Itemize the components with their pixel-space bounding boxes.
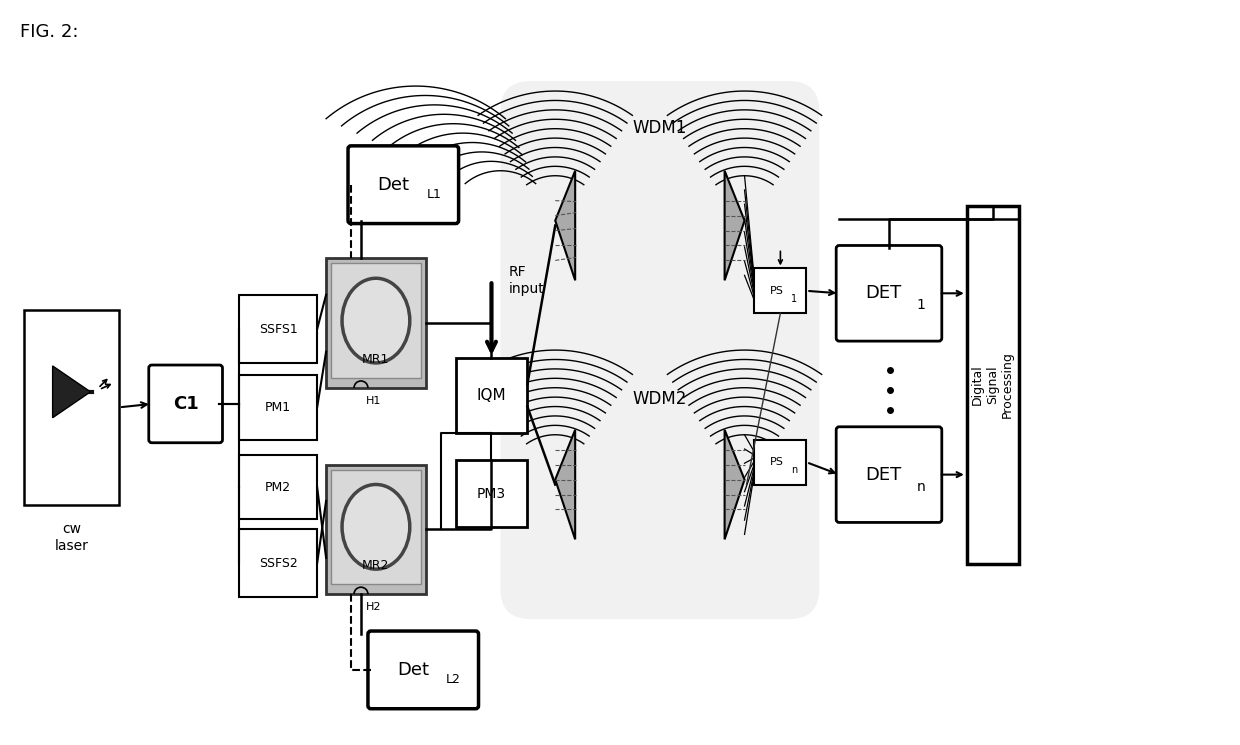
FancyBboxPatch shape [348, 146, 459, 224]
Text: FIG. 2:: FIG. 2: [20, 23, 79, 41]
Text: SSFS1: SSFS1 [259, 323, 298, 336]
Text: cw
laser: cw laser [55, 522, 88, 553]
Polygon shape [556, 430, 575, 539]
FancyBboxPatch shape [754, 440, 806, 484]
Text: WDM2: WDM2 [632, 390, 687, 408]
FancyBboxPatch shape [239, 530, 317, 597]
Polygon shape [52, 366, 91, 418]
FancyBboxPatch shape [149, 365, 222, 443]
Text: MR2: MR2 [362, 559, 389, 572]
Text: n: n [791, 465, 797, 475]
FancyBboxPatch shape [326, 465, 425, 595]
FancyBboxPatch shape [331, 469, 420, 584]
Polygon shape [556, 171, 575, 280]
Text: IQM: IQM [476, 388, 506, 403]
Ellipse shape [342, 484, 409, 569]
Text: Digital
Signal
Processing: Digital Signal Processing [971, 352, 1014, 419]
FancyBboxPatch shape [331, 264, 420, 378]
FancyBboxPatch shape [368, 631, 479, 708]
Text: 1: 1 [916, 298, 925, 312]
FancyBboxPatch shape [754, 268, 806, 313]
Text: Det: Det [377, 176, 409, 194]
FancyBboxPatch shape [239, 375, 317, 440]
Text: DET: DET [864, 466, 901, 484]
Text: PM1: PM1 [265, 401, 291, 414]
Text: WDM1: WDM1 [632, 119, 687, 137]
Text: L2: L2 [446, 673, 461, 686]
FancyBboxPatch shape [239, 454, 317, 519]
Text: PS: PS [770, 457, 784, 467]
Text: PM3: PM3 [477, 486, 506, 501]
Text: Det: Det [397, 661, 429, 679]
Text: n: n [916, 480, 925, 494]
Text: RF
input: RF input [508, 265, 544, 296]
Text: DET: DET [864, 285, 901, 302]
Ellipse shape [342, 278, 409, 363]
FancyBboxPatch shape [326, 259, 425, 388]
Text: H1: H1 [366, 396, 382, 406]
Text: 1: 1 [791, 294, 797, 304]
Text: L1: L1 [427, 188, 441, 201]
FancyBboxPatch shape [455, 460, 527, 527]
Polygon shape [724, 430, 744, 539]
Text: MR1: MR1 [362, 353, 389, 366]
Text: PS: PS [770, 286, 784, 296]
FancyBboxPatch shape [967, 206, 1018, 564]
Text: C1: C1 [172, 395, 198, 413]
Text: PM2: PM2 [265, 481, 291, 494]
FancyBboxPatch shape [836, 427, 942, 522]
Text: SSFS2: SSFS2 [259, 557, 298, 570]
FancyBboxPatch shape [239, 295, 317, 363]
Text: H2: H2 [366, 602, 382, 612]
FancyBboxPatch shape [501, 81, 820, 619]
Polygon shape [724, 171, 744, 280]
FancyBboxPatch shape [455, 358, 527, 433]
FancyBboxPatch shape [25, 310, 119, 504]
FancyBboxPatch shape [836, 245, 942, 341]
